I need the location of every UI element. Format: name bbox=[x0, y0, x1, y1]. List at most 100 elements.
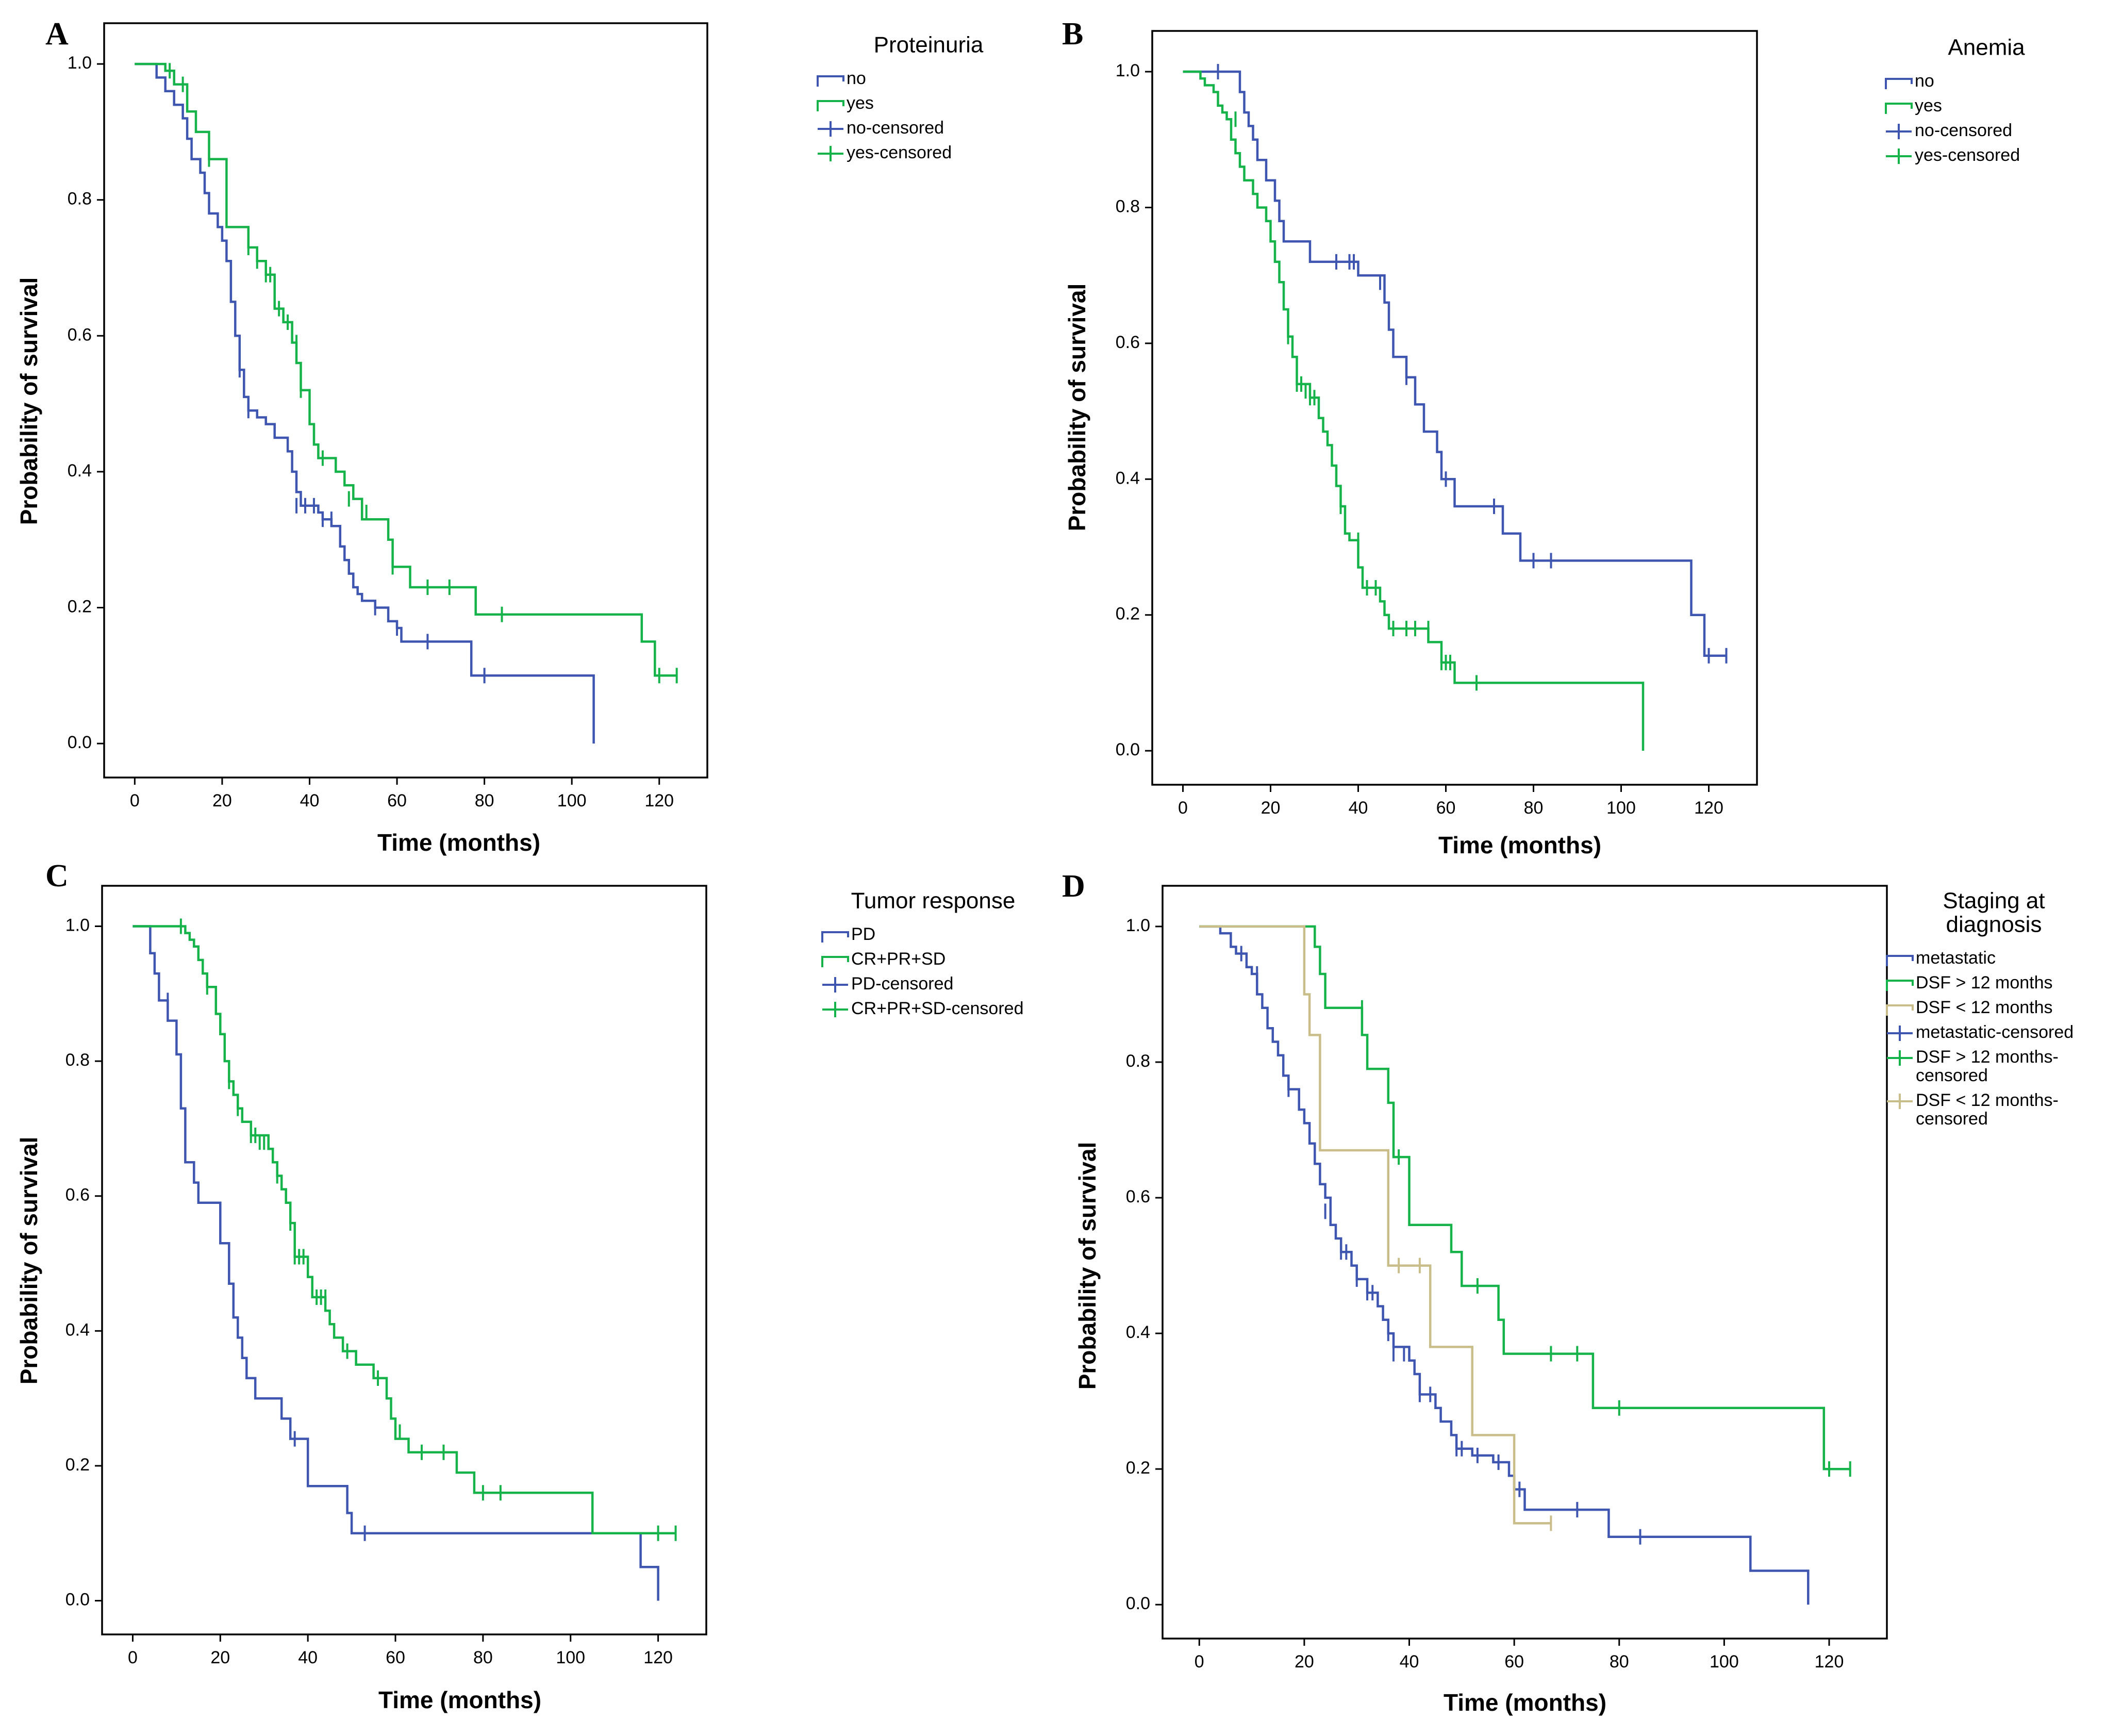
legend-entry-label: no-censored bbox=[847, 118, 944, 138]
y-axis-title: Probability of survival bbox=[1074, 1142, 1101, 1390]
legend-entry-label: DSF < 12 months bbox=[1916, 998, 2053, 1017]
legend-symbol bbox=[817, 100, 844, 111]
x-tick-label: 100 bbox=[1710, 1652, 1739, 1672]
x-tick-label: 100 bbox=[1606, 798, 1636, 818]
y-tick-label: 0.0 bbox=[1126, 1594, 1150, 1613]
legend-title: Proteinuria bbox=[874, 32, 984, 58]
x-tick-label: 120 bbox=[643, 1648, 673, 1667]
y-tick-label: 0.6 bbox=[65, 1185, 90, 1205]
survival-curve-cr-pr-sd bbox=[132, 925, 676, 1535]
x-tick-label: 40 bbox=[298, 1648, 318, 1667]
x-tick-label: 0 bbox=[1178, 798, 1188, 818]
y-tick-label: 0.6 bbox=[1116, 333, 1140, 352]
legend-symbol bbox=[1886, 1004, 1914, 1016]
legend-entry-label: DSF > 12 months bbox=[1916, 973, 2053, 993]
x-tick-label: 20 bbox=[210, 1648, 230, 1667]
legend-entry-label: no-censored bbox=[1915, 121, 2012, 140]
panel-label: C bbox=[45, 858, 69, 894]
x-tick-label: 120 bbox=[1694, 798, 1723, 818]
panel-label: B bbox=[1062, 16, 1083, 52]
plot-area-frame bbox=[103, 22, 708, 779]
plot-area-frame bbox=[1162, 885, 1888, 1640]
legend-symbol bbox=[817, 75, 844, 87]
legend-entry-label: yes bbox=[1915, 96, 1942, 115]
legend-entry-label: no bbox=[1915, 71, 1934, 91]
x-axis-title: Time (months) bbox=[377, 829, 540, 856]
legend: Proteinuria no yes no-censored yes-censored bbox=[817, 32, 984, 162]
legend-symbol bbox=[1887, 1026, 1913, 1041]
legend-symbol bbox=[821, 931, 849, 943]
legend-entry-label: DSF < 12 months- bbox=[1916, 1090, 2059, 1110]
legend-entry-label: metastatic-censored bbox=[1916, 1022, 2074, 1042]
legend-entry-label: PD bbox=[851, 924, 875, 944]
legend-symbol bbox=[822, 1002, 848, 1017]
y-axis-title: Probability of survival bbox=[15, 1137, 42, 1385]
panel-label: D bbox=[1062, 869, 1085, 904]
y-tick-label: 0.2 bbox=[1126, 1458, 1150, 1478]
x-axis-title: Time (months) bbox=[1444, 1689, 1606, 1716]
x-tick-label: 0 bbox=[130, 791, 140, 811]
panel-label: A bbox=[45, 16, 69, 52]
y-tick-label: 0.0 bbox=[68, 733, 92, 752]
x-tick-label: 60 bbox=[1504, 1652, 1524, 1672]
x-tick-label: 20 bbox=[212, 791, 232, 811]
legend-entry-label: yes-censored bbox=[1915, 145, 2020, 165]
legend-symbol bbox=[818, 146, 843, 161]
x-tick-label: 80 bbox=[1610, 1652, 1629, 1672]
x-tick-label: 80 bbox=[475, 791, 494, 811]
legend-entry-label: CR+PR+SD-censored bbox=[851, 999, 1023, 1018]
legend-symbol bbox=[1886, 148, 1912, 164]
legend-entry-label: CR+PR+SD bbox=[851, 949, 946, 969]
x-tick-label: 120 bbox=[644, 791, 674, 811]
legend-entry-label: yes bbox=[847, 93, 874, 113]
legend-title: diagnosis bbox=[1946, 912, 2042, 937]
legend: Tumor response PD CR+PR+SD PD-censored CR+PR… bbox=[821, 888, 1023, 1018]
x-tick-label: 60 bbox=[1436, 798, 1456, 818]
x-tick-label: 0 bbox=[1195, 1652, 1204, 1672]
y-axis-title: Probability of survival bbox=[15, 277, 42, 525]
legend-entry-label: censored bbox=[1916, 1066, 1988, 1085]
y-tick-label: 0.0 bbox=[1116, 740, 1140, 759]
x-tick-label: 100 bbox=[556, 1648, 585, 1667]
y-tick-label: 0.6 bbox=[68, 325, 92, 344]
legend-symbol bbox=[1886, 124, 1912, 139]
legend-entry-label: no bbox=[847, 69, 866, 88]
y-tick-label: 0.4 bbox=[1126, 1322, 1150, 1342]
x-tick-label: 120 bbox=[1815, 1652, 1844, 1672]
survival-curve-no bbox=[135, 62, 595, 744]
x-tick-label: 20 bbox=[1295, 1652, 1314, 1672]
y-tick-label: 0.4 bbox=[65, 1320, 90, 1340]
legend-symbol bbox=[1885, 78, 1913, 89]
x-axis-title: Time (months) bbox=[1438, 832, 1601, 858]
legend-symbol bbox=[821, 956, 849, 967]
legend: Anemia no yes no-censored yes-censored bbox=[1885, 35, 2025, 165]
survival-curve-yes bbox=[1183, 70, 1645, 751]
legend-entry-label: censored bbox=[1916, 1109, 1988, 1129]
legend-entry-label: DSF > 12 months- bbox=[1916, 1047, 2059, 1067]
y-tick-label: 0.6 bbox=[1126, 1187, 1150, 1206]
x-tick-label: 40 bbox=[1349, 798, 1368, 818]
y-tick-label: 1.0 bbox=[65, 915, 90, 935]
x-tick-label: 80 bbox=[473, 1648, 493, 1667]
y-tick-label: 0.8 bbox=[68, 189, 92, 209]
x-tick-label: 0 bbox=[128, 1648, 138, 1667]
y-tick-label: 1.0 bbox=[1126, 916, 1150, 935]
survival-curve-dsf-12-months bbox=[1199, 925, 1551, 1525]
x-tick-label: 80 bbox=[1524, 798, 1544, 818]
x-tick-label: 60 bbox=[386, 1648, 405, 1667]
legend-symbol bbox=[822, 977, 848, 993]
panel-a: A 0 20 40 60 80 100 120 0.0 0.2 0.4 0.6 0.8 1.0 Time (… bbox=[15, 16, 984, 856]
legend-symbol bbox=[1887, 1094, 1913, 1109]
survival-curve-no bbox=[1183, 70, 1727, 657]
survival-curve-metastatic bbox=[1199, 925, 1810, 1605]
legend-symbol bbox=[818, 121, 843, 137]
legend-entry-label: metastatic bbox=[1916, 948, 1996, 968]
legend-symbol bbox=[1885, 103, 1913, 114]
survival-curve-dsf-12-months bbox=[1199, 925, 1850, 1470]
y-tick-label: 1.0 bbox=[1116, 61, 1140, 80]
x-axis-title: Time (months) bbox=[378, 1687, 541, 1713]
survival-curve-yes bbox=[135, 62, 677, 677]
plot-area-frame bbox=[101, 885, 707, 1635]
legend-title: Staging at bbox=[1943, 888, 2045, 914]
